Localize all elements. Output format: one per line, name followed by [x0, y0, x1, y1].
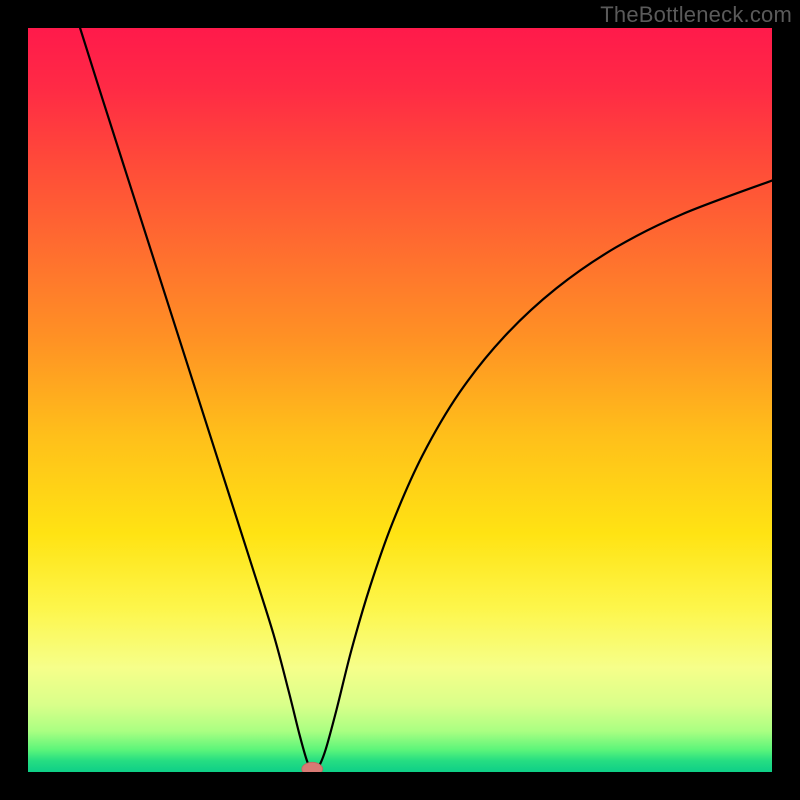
watermark-text: TheBottleneck.com — [600, 2, 792, 28]
chart-frame: TheBottleneck.com — [0, 0, 800, 800]
optimal-point-marker — [302, 762, 323, 772]
plot-area — [28, 28, 772, 772]
bottleneck-curve-chart — [28, 28, 772, 772]
gradient-background — [28, 28, 772, 772]
